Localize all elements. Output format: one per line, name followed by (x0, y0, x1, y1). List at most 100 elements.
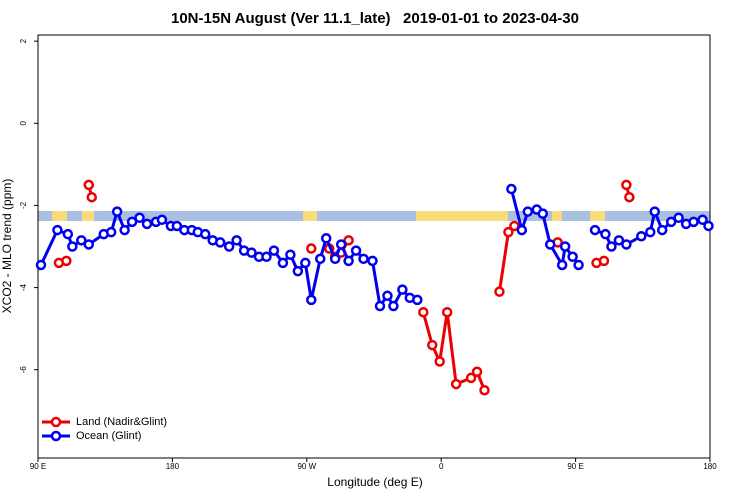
data-point (522, 206, 534, 217)
data-point (382, 290, 393, 302)
data-point (426, 339, 438, 351)
data-point (76, 235, 87, 246)
data-point (306, 294, 317, 306)
data-point (141, 218, 153, 230)
y-tick-label: -6 (19, 366, 28, 374)
data-point (479, 384, 490, 396)
data-point (544, 239, 556, 250)
data-point (62, 228, 74, 240)
data-point (105, 226, 117, 238)
x-tick-label: 180 (703, 462, 717, 471)
data-point (494, 286, 505, 297)
data-point (367, 255, 378, 267)
data-point (83, 179, 95, 191)
legend-marker (50, 430, 62, 442)
data-point (156, 214, 168, 226)
x-tick-label: 90 W (297, 462, 316, 471)
data-point (350, 245, 362, 256)
data-point (335, 239, 347, 250)
data-point (388, 300, 399, 312)
data-point (559, 241, 571, 252)
data-point (314, 253, 326, 265)
data-point (320, 233, 332, 244)
data-point (636, 230, 647, 242)
data-point (285, 249, 296, 260)
data-point (450, 378, 462, 390)
legend-marker (50, 416, 62, 428)
x-tick-label: 90 E (30, 462, 46, 471)
data-point (697, 214, 708, 226)
chart-title: 10N-15N August (Ver 11.1_late) 2019-01-0… (171, 10, 579, 27)
data-point (673, 212, 684, 224)
data-point (589, 224, 601, 236)
data-point (556, 259, 568, 271)
data-point (231, 235, 242, 246)
data-point (624, 191, 635, 203)
y-tick-label: 2 (19, 38, 28, 43)
data-point (665, 216, 677, 228)
data-point (261, 251, 272, 263)
data-point (598, 255, 610, 267)
data-point (703, 220, 714, 232)
data-point (119, 224, 130, 236)
data-point (292, 265, 304, 277)
plot-frame (37, 34, 711, 459)
data-point (397, 284, 408, 295)
data-point (52, 224, 63, 236)
data-point (465, 372, 477, 384)
data-point (111, 206, 123, 217)
y-axis-title: XCO2 - MLO trend (ppm) (0, 179, 14, 314)
data-point (441, 306, 453, 318)
y-tick-label: -4 (19, 283, 28, 291)
data-point (83, 239, 95, 250)
data-point (35, 259, 47, 271)
data-point (537, 208, 548, 219)
data-point (418, 306, 429, 318)
data-point (471, 366, 483, 378)
legend-label: Ocean (Glint) (76, 430, 141, 442)
data-point (621, 179, 632, 191)
data-point (606, 241, 617, 252)
data-point (126, 216, 138, 228)
data-point (509, 220, 520, 232)
data-point (61, 255, 72, 267)
data-point (343, 235, 354, 246)
data-point (134, 212, 145, 224)
data-point (506, 183, 517, 195)
data-point (277, 257, 289, 269)
legend-label: Land (Nadir&Glint) (76, 416, 167, 428)
data-point (374, 300, 386, 312)
data-point (246, 247, 257, 258)
y-tick-label: -2 (19, 201, 28, 209)
data-point (300, 257, 311, 269)
data-point (412, 294, 423, 306)
data-point (358, 253, 369, 265)
data-point (200, 228, 211, 240)
data-point (86, 191, 98, 203)
data-point (645, 226, 656, 238)
data-point (343, 255, 354, 267)
data-point (516, 224, 528, 236)
data-point (600, 228, 611, 240)
data-point (329, 253, 341, 265)
data-point (573, 259, 584, 271)
data-point (613, 235, 625, 246)
x-tick-label: 180 (166, 462, 180, 471)
data-point (656, 224, 668, 236)
x-axis-title: Longitude (deg E) (327, 475, 422, 489)
x-tick-label: 0 (439, 462, 444, 471)
x-tick-label: 90 E (567, 462, 583, 471)
data-point (171, 220, 183, 232)
data-point (214, 237, 226, 248)
data-point (567, 251, 578, 263)
data-point (503, 226, 514, 238)
data-point (268, 245, 280, 256)
data-point (688, 216, 699, 228)
surface-strip (38, 211, 710, 221)
data-point (621, 239, 632, 250)
data-point (67, 241, 78, 252)
data-point (306, 243, 317, 254)
data-point (434, 356, 445, 367)
data-point (649, 206, 660, 217)
